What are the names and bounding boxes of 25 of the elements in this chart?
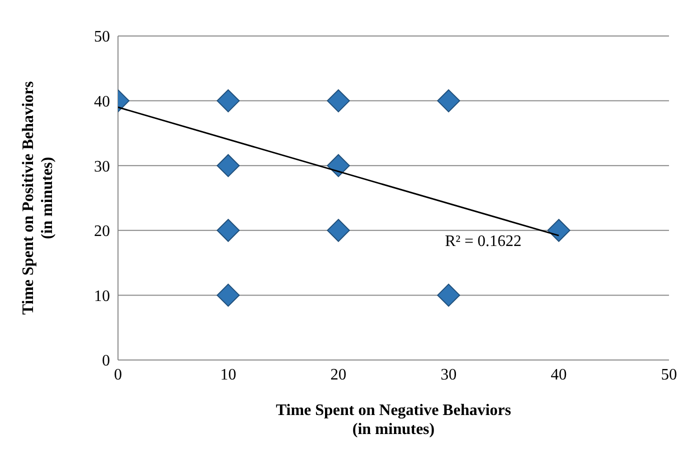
y-tick-label: 30 [94, 158, 110, 176]
point [326, 218, 350, 242]
x-axis-title: Time Spent on Negative Behaviors (in minutes) [276, 402, 512, 438]
x-tick-label: 50 [661, 366, 677, 384]
annotation: R² = 0.1622 [445, 233, 522, 251]
point [216, 284, 240, 307]
x-tick-label: 0 [114, 366, 122, 384]
point [326, 154, 350, 178]
y-tick-label: 50 [94, 28, 110, 46]
x-tick-label: 40 [550, 366, 567, 384]
x-tick-label: 20 [330, 366, 346, 384]
y-tick-label: 10 [94, 288, 110, 305]
point [547, 218, 570, 242]
x-tick-label: 30 [440, 366, 457, 384]
y-tick-label: 20 [94, 223, 110, 240]
y-axis-title: Time Spent on Positivie Behaviors (in minutes) [20, 81, 56, 315]
point [437, 284, 460, 307]
point [216, 154, 240, 178]
point [216, 218, 240, 242]
y-tick-label: 0 [102, 352, 110, 370]
point [437, 89, 460, 112]
point [326, 89, 350, 112]
point [216, 89, 240, 112]
y-tick-label: 40 [94, 93, 110, 110]
x-tick-label: 10 [220, 366, 236, 384]
